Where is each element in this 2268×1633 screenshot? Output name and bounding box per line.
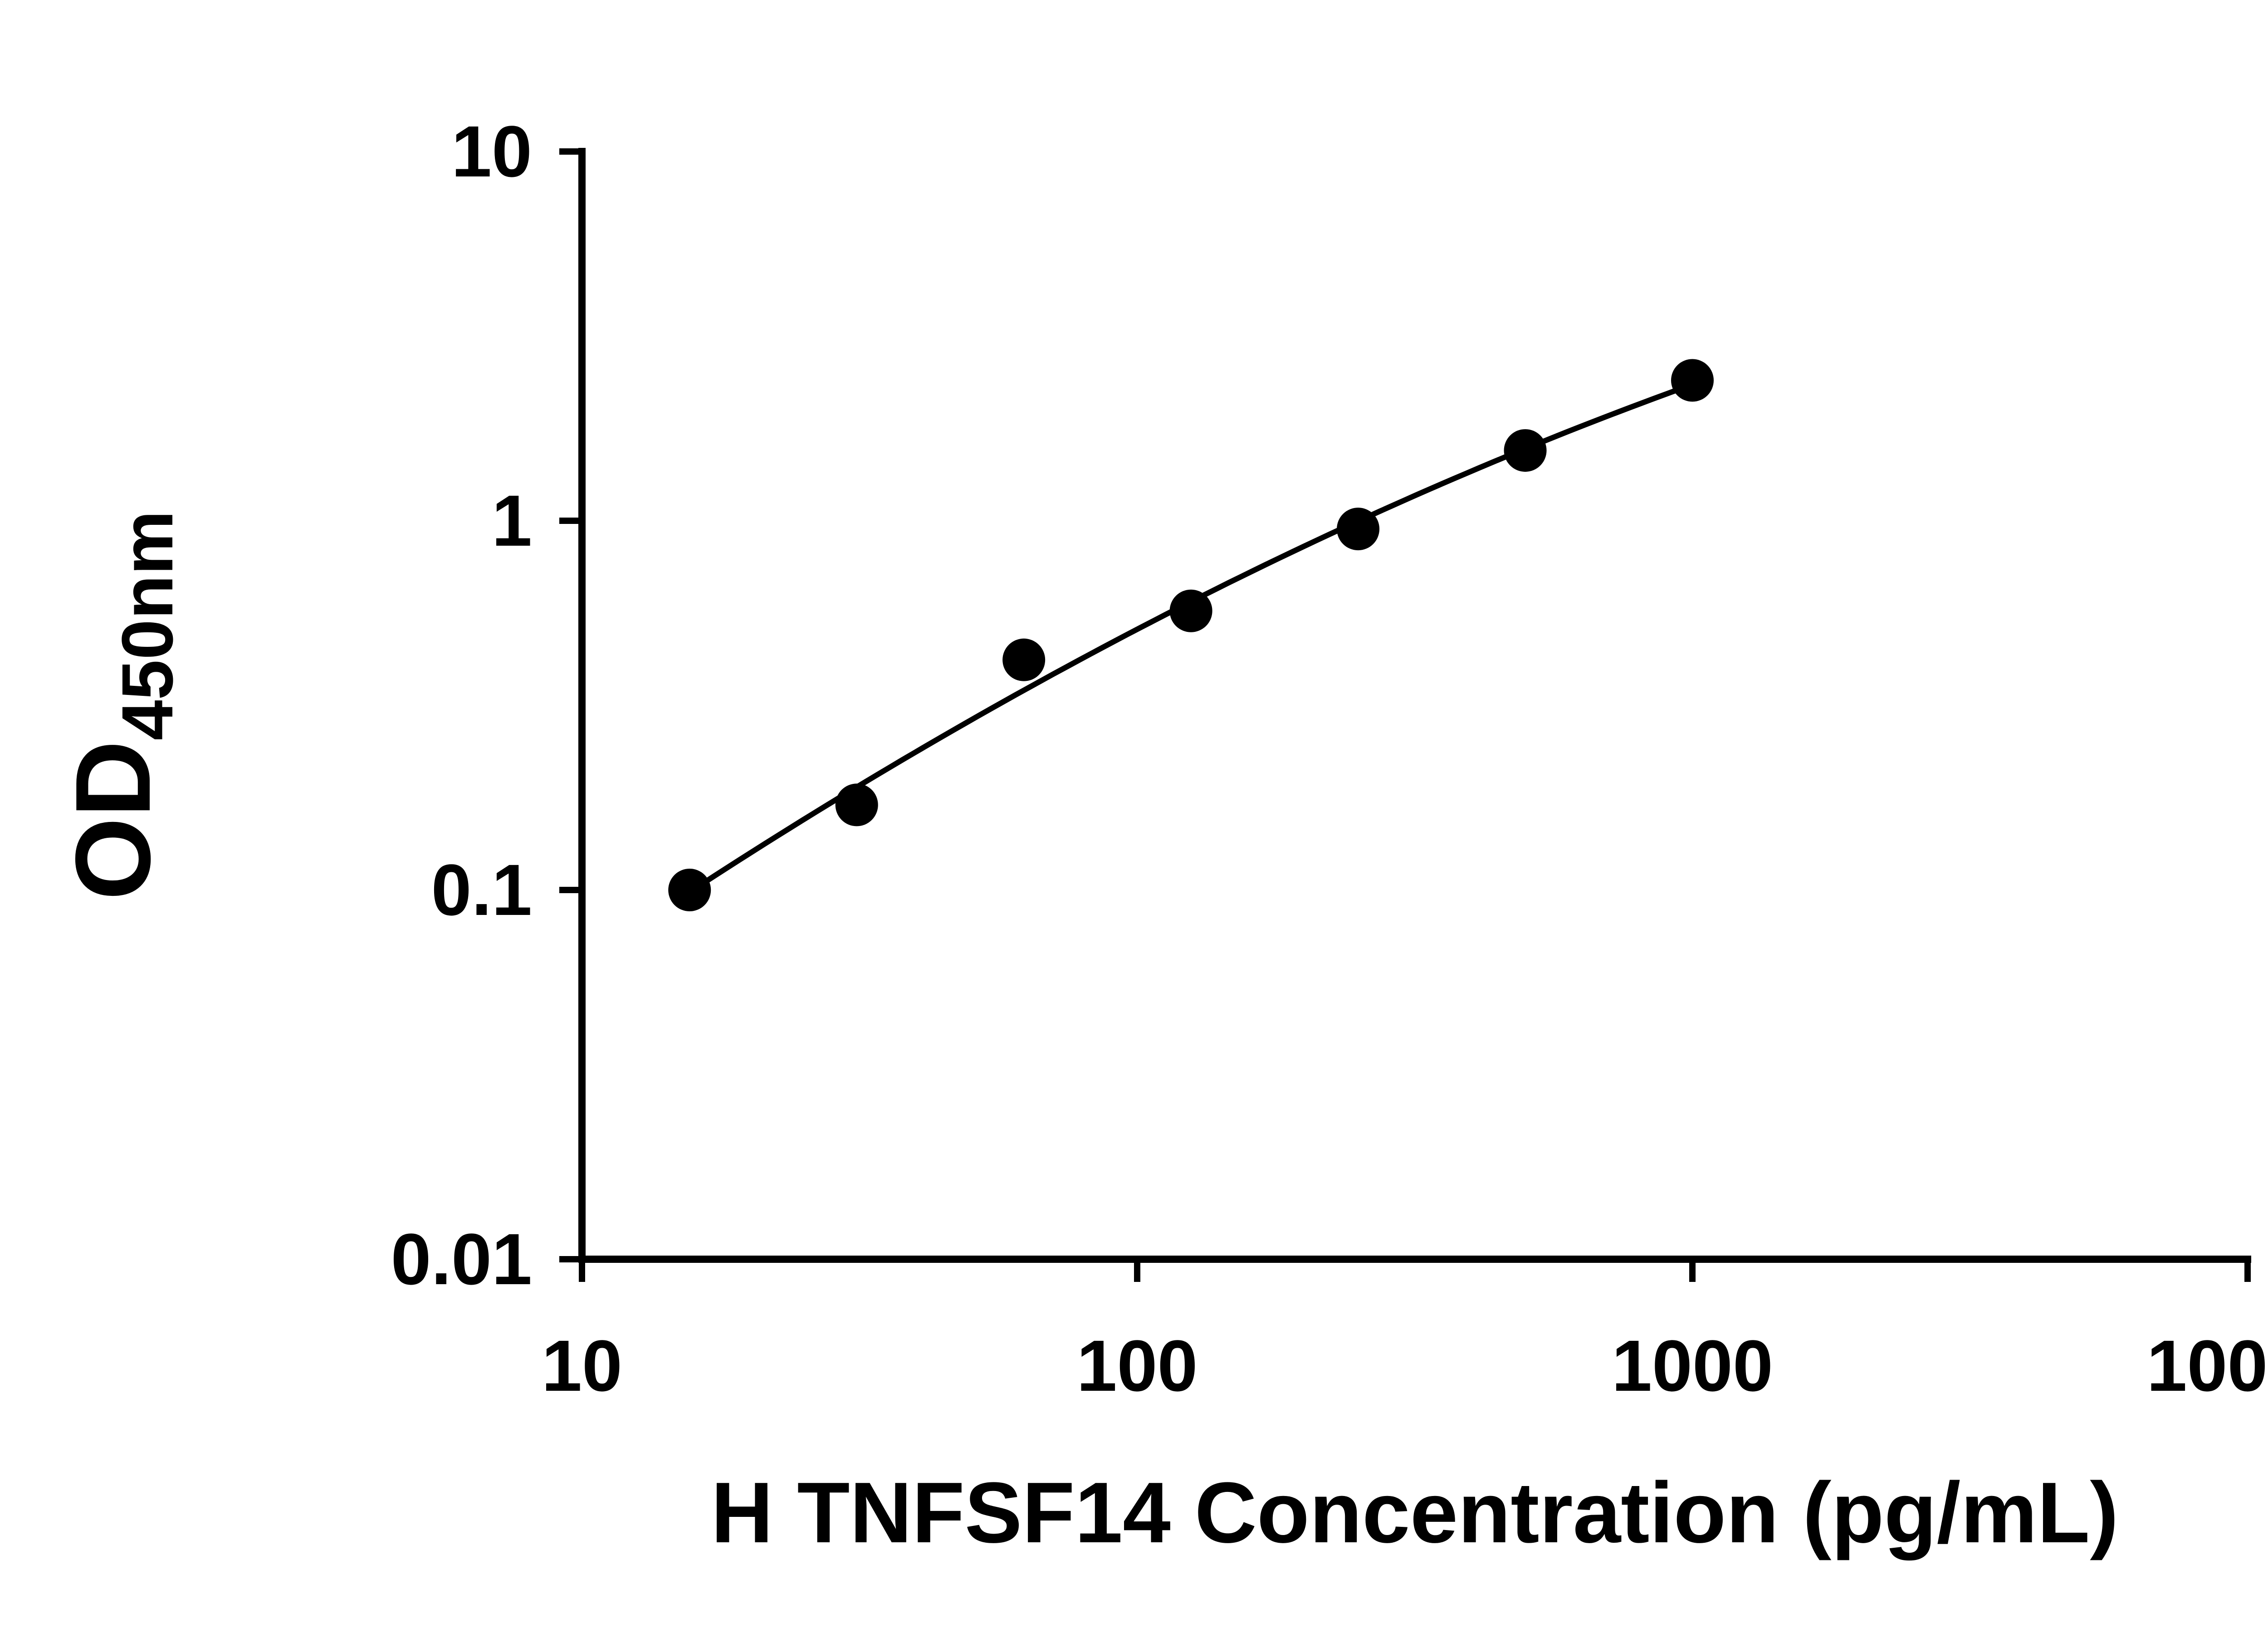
y-tick-label: 0.01: [391, 1218, 532, 1300]
data-point: [1671, 359, 1714, 402]
x-tick-label: 100: [1077, 1325, 1198, 1406]
data-point: [1169, 589, 1212, 632]
data-point: [1504, 429, 1547, 472]
y-axis-title-main: OD: [53, 740, 172, 900]
x-axis-title: H TNFSF14 Concentration (pg/mL): [711, 1465, 2118, 1561]
y-axis-title: OD450nm: [53, 510, 188, 900]
data-point: [668, 869, 711, 911]
y-tick-label: 0.1: [431, 849, 532, 930]
y-tick-label: 10: [451, 111, 532, 192]
y-axis-title-subscript: 450nm: [107, 510, 188, 740]
data-point: [835, 783, 878, 826]
plot-area: 10 100 1000 10000 10 1 0.1 0.01: [391, 111, 2268, 1406]
y-tick-label: 1: [492, 480, 532, 561]
x-tick-label: 1000: [1612, 1325, 1773, 1406]
data-point: [1337, 508, 1380, 551]
x-tick-label: 10000: [2147, 1325, 2268, 1406]
x-tick-label: 10: [542, 1325, 622, 1406]
data-point: [1002, 638, 1046, 681]
